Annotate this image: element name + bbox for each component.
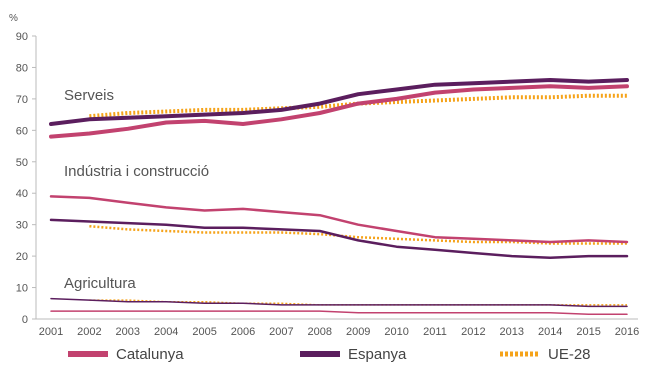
group-label: Agricultura	[64, 275, 136, 292]
x-tick-label: 2005	[192, 326, 216, 338]
x-tick-label: 2010	[384, 326, 408, 338]
x-tick-label: 2006	[231, 326, 255, 338]
y-tick-label: 40	[16, 188, 28, 200]
x-tick-label: 2015	[576, 326, 600, 338]
x-tick-label: 2007	[269, 326, 293, 338]
y-tick-label: 70	[16, 94, 28, 106]
legend-label: Catalunya	[116, 346, 184, 363]
x-tick-label: 2001	[39, 326, 63, 338]
series-line-ue-28	[89, 224, 627, 245]
y-tick-label: 30	[16, 220, 28, 232]
legend: Catalunya Espanya UE-28	[68, 346, 591, 363]
y-tick-label: 10	[16, 283, 28, 295]
series-line-catalunya	[49, 84, 629, 139]
series-line-ue-28	[89, 93, 627, 119]
y-axis-unit-label: %	[9, 13, 18, 24]
x-tick-label: 2003	[116, 326, 140, 338]
group-label: Serveis	[64, 87, 114, 104]
group-label: Indústria i construcció	[64, 163, 209, 180]
x-tick-label: 2002	[77, 326, 101, 338]
y-axis: 0 10 20 30 40 50 60 70 80 90%	[9, 13, 37, 326]
series-line-catalunya	[49, 195, 629, 244]
series-line-espanya	[49, 78, 629, 126]
y-tick-label: 80	[16, 62, 28, 74]
group-labels: Serveis Indústria i construcció Agricultur…	[64, 87, 209, 292]
y-tick-label: 90	[16, 31, 28, 43]
legend-label: Espanya	[348, 346, 407, 363]
x-tick-label: 2016	[615, 326, 639, 338]
series-line-espanya	[50, 297, 628, 308]
x-tick-label: 2008	[308, 326, 332, 338]
x-axis: 2001 2002 2003 2004 2005 2006 2007 2008 2009 2010…	[36, 318, 639, 338]
x-tick-label: 2004	[154, 326, 178, 338]
x-tick-label: 2009	[346, 326, 370, 338]
x-tick-label: 2012	[461, 326, 485, 338]
x-tick-label: 2013	[500, 326, 524, 338]
series-line-catalunya	[50, 310, 628, 316]
series-lines	[49, 78, 629, 316]
x-tick-label: 2011	[423, 326, 447, 338]
y-tick-label: 20	[16, 251, 28, 263]
y-tick-label: 0	[22, 314, 28, 326]
legend-label: UE-28	[548, 346, 591, 363]
y-tick-label: 50	[16, 157, 28, 169]
series-line-espanya	[49, 218, 629, 259]
y-tick-label: 60	[16, 125, 28, 137]
x-tick-label: 2014	[538, 326, 562, 338]
